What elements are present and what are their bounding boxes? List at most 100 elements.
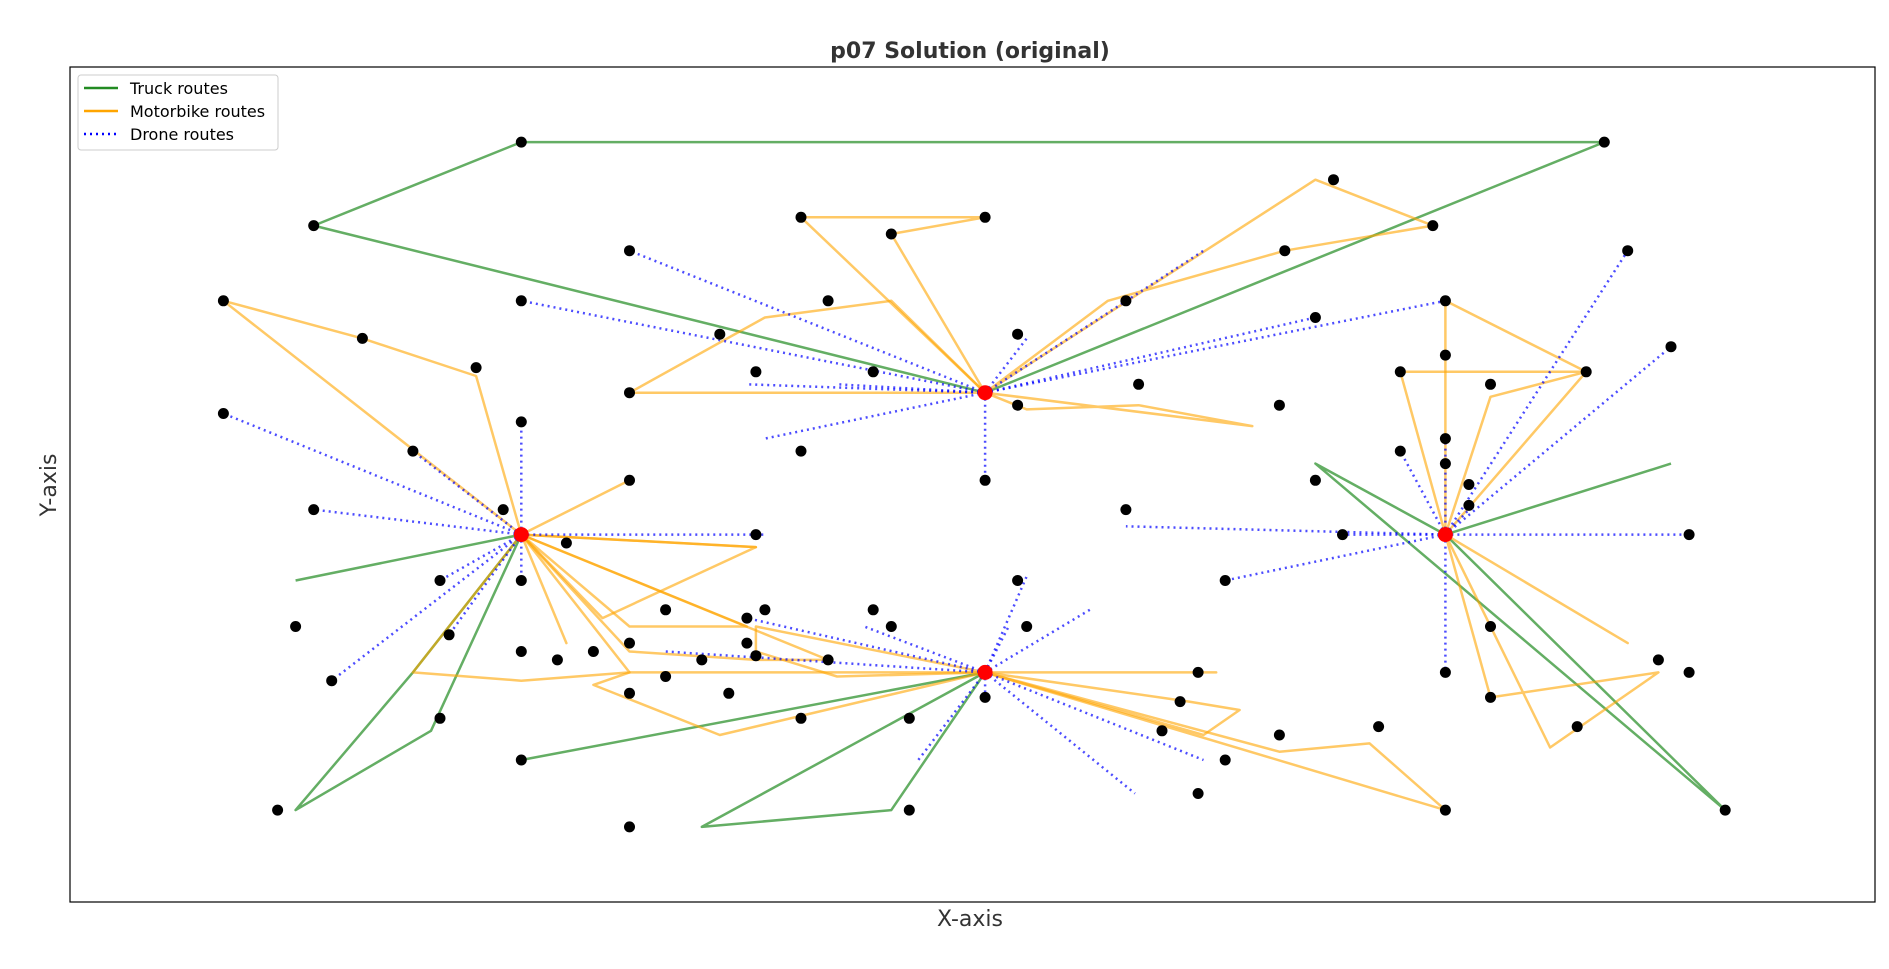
depot-points-layer (513, 385, 1453, 680)
customer-point (1012, 575, 1024, 586)
customer-point (1012, 328, 1024, 340)
motorbike-routes-layer (222, 178, 1660, 812)
drone-route (983, 625, 1010, 673)
customer-point (515, 295, 527, 307)
customer-point (551, 654, 563, 666)
legend: Truck routes Motorbike routes Drone rout… (77, 74, 279, 151)
customer-point (795, 712, 807, 724)
drone-route (984, 671, 1136, 795)
customer-point (1485, 691, 1496, 703)
customer-point (217, 408, 229, 419)
customer-point (867, 366, 879, 378)
customer-point (1439, 458, 1451, 470)
customer-point (624, 474, 635, 486)
motorbike-route (1444, 533, 1629, 645)
y-axis-label: Y-axis (37, 454, 62, 518)
customer-point (1439, 804, 1451, 816)
drone-route (448, 533, 523, 636)
customer-point (795, 445, 807, 457)
depot-point (1437, 527, 1453, 543)
customer-point (434, 712, 446, 724)
customer-point (217, 295, 229, 307)
customer-point (1174, 696, 1186, 708)
customer-point (1394, 366, 1406, 378)
motorbike-route (411, 533, 631, 682)
drone-route (984, 608, 1091, 674)
customer-point (624, 821, 635, 833)
customer-point (497, 504, 509, 516)
customer-point (587, 646, 599, 657)
depot-point (977, 385, 993, 401)
motorbike-route (984, 671, 1447, 812)
customer-point (515, 136, 527, 148)
motorbike-route (1444, 299, 1588, 536)
customer-point (1273, 729, 1285, 741)
motorbike-route (520, 533, 758, 620)
customer-point (885, 228, 897, 240)
customer-point (356, 332, 368, 344)
motorbike-route (592, 671, 986, 737)
customer-point (1683, 666, 1695, 678)
customer-point (979, 691, 991, 703)
customer-point (1156, 725, 1168, 737)
customer-point (308, 220, 320, 232)
customer-point (1012, 399, 1024, 411)
customer-point (822, 295, 834, 307)
drone-route (917, 671, 987, 761)
customer-point (1133, 378, 1145, 390)
plot-area (69, 66, 1876, 903)
motorbike-route (984, 671, 1241, 737)
customer-point (1439, 349, 1451, 361)
legend-box (77, 74, 279, 151)
customer-point (1394, 445, 1406, 457)
customer-point (1427, 220, 1439, 232)
customer-point (1463, 499, 1475, 511)
drone-route (1224, 533, 1446, 582)
customer-points-layer (217, 136, 1731, 833)
drone-route (330, 533, 523, 682)
customer-point (1373, 721, 1385, 733)
truck-route (295, 533, 522, 582)
customer-point (1439, 666, 1451, 678)
chart-title: p07 Solution (original) (830, 39, 1110, 64)
customer-point (290, 621, 302, 632)
customer-point (1580, 366, 1592, 378)
customer-point (750, 529, 762, 541)
customer-point (741, 637, 753, 649)
drone-route (837, 383, 986, 394)
drone-route (412, 450, 523, 536)
legend-label-truck: Truck routes (129, 79, 228, 98)
drone-route (764, 391, 986, 440)
customer-point (1309, 312, 1321, 323)
customer-point (515, 754, 527, 766)
customer-point (1192, 666, 1204, 678)
customer-point (714, 328, 726, 340)
customer-point (1219, 754, 1231, 766)
customer-point (624, 387, 635, 399)
customer-point (723, 687, 735, 699)
customer-point (1328, 174, 1339, 186)
customer-point (1665, 341, 1677, 353)
customer-point (795, 211, 807, 223)
customer-point (407, 445, 419, 457)
customer-point (1309, 474, 1321, 486)
customer-point (867, 604, 879, 616)
customer-point (1485, 621, 1496, 632)
drone-route (984, 299, 1446, 394)
customer-point (326, 675, 338, 687)
customer-point (1683, 529, 1695, 541)
drone-route (984, 316, 1316, 394)
drone-route (984, 249, 1205, 394)
customer-point (1192, 788, 1204, 799)
customer-point (624, 637, 635, 649)
customer-point (903, 804, 915, 816)
customer-point (1485, 378, 1496, 390)
customer-point (1622, 245, 1634, 257)
customer-point (1279, 245, 1291, 257)
customer-point (272, 804, 284, 816)
truck-route (1314, 462, 1727, 812)
customer-point (515, 416, 527, 428)
customer-point (1439, 433, 1451, 445)
drone-route (1399, 450, 1447, 536)
drone-routes-layer (222, 249, 1690, 795)
